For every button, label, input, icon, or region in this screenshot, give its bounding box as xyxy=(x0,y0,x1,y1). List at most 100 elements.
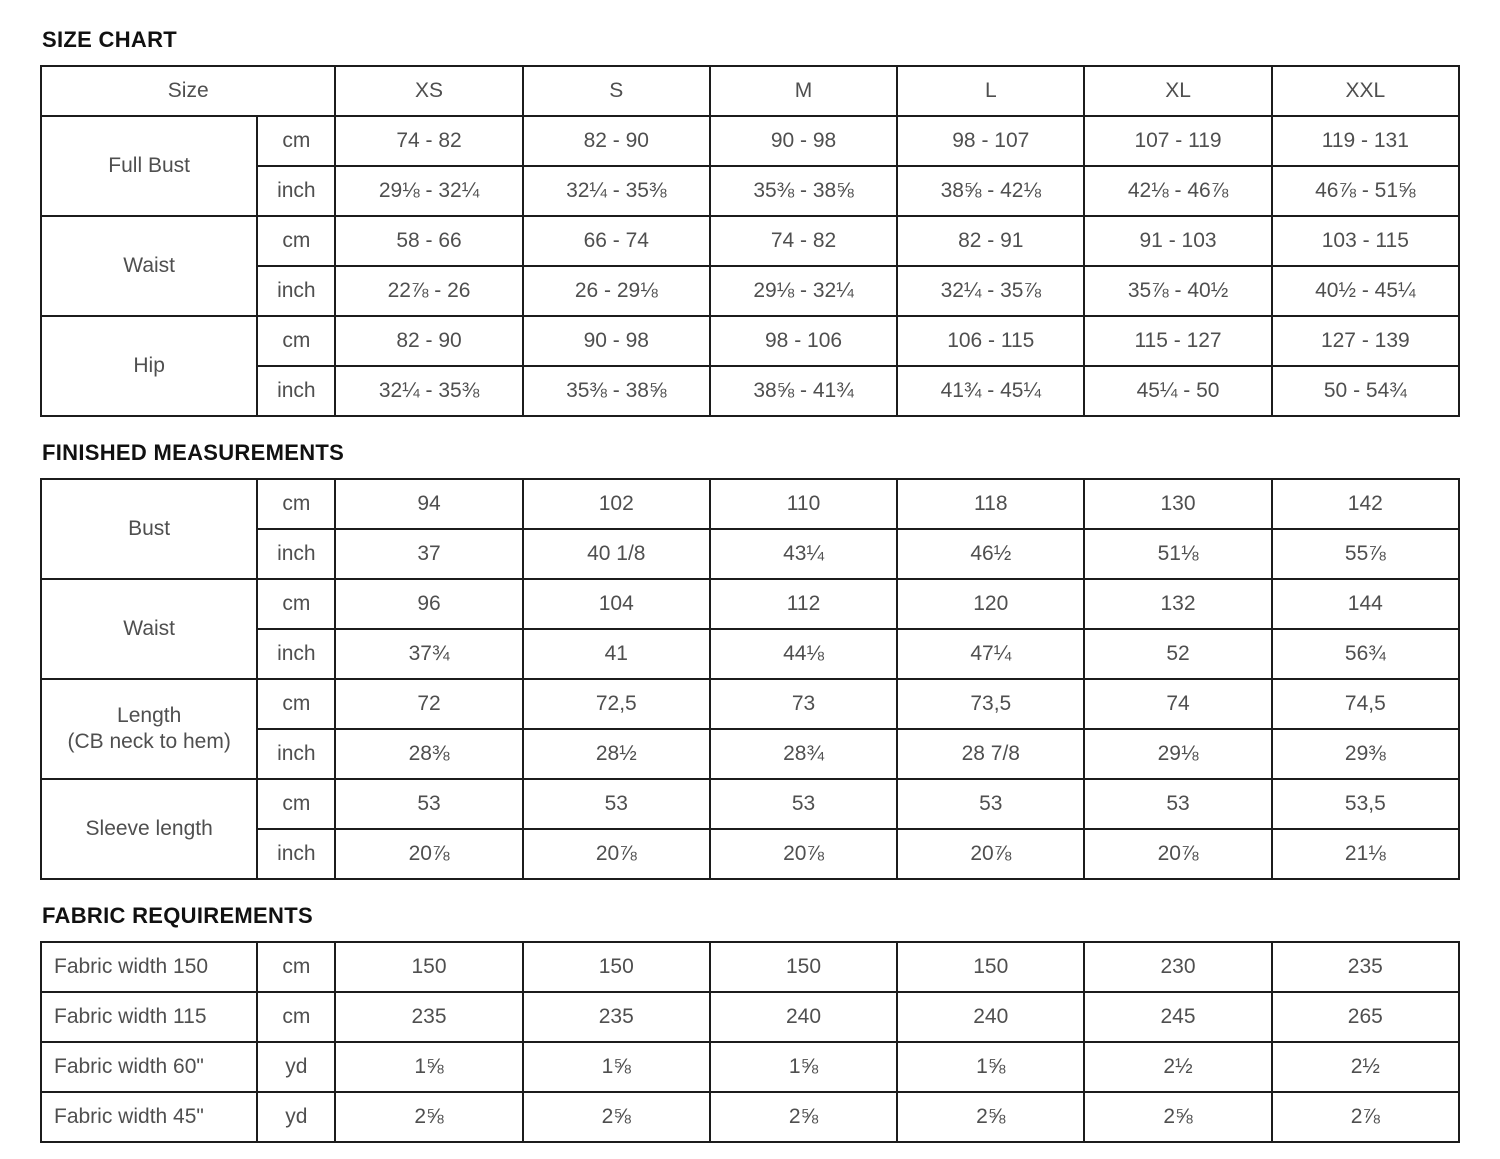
value-cell: 37 xyxy=(334,528,524,580)
value-cell: 74,5 xyxy=(1270,678,1461,730)
table-row: Fabric width 150 cm 150 150 150 150 230 235 xyxy=(39,941,1461,993)
value-cell: 66 - 74 xyxy=(521,215,711,267)
value-cell: 41 xyxy=(521,628,711,680)
value-cell: 107 - 119 xyxy=(1083,115,1273,167)
unit-label: inch xyxy=(256,265,337,317)
value-cell: 53 xyxy=(334,778,524,830)
value-cell: 150 xyxy=(334,941,524,993)
value-cell: 240 xyxy=(708,991,899,1043)
value-cell: 2⅝ xyxy=(708,1091,899,1143)
value-cell: 82 - 90 xyxy=(334,315,524,367)
value-cell: 235 xyxy=(521,991,711,1043)
table-row: Fabric width 115 cm 235 235 240 240 245 265 xyxy=(39,991,1461,1043)
value-cell: 42⅛ - 46⅞ xyxy=(1083,165,1273,217)
section-finished-measurements: FINISHED MEASUREMENTS Bust cm 94 102 110 118 1… xyxy=(39,440,1461,880)
value-cell: 265 xyxy=(1270,991,1461,1043)
value-cell: 55⅞ xyxy=(1270,528,1461,580)
table-row: Length (CB neck to hem) cm 72 72,5 73 73,5 74 74… xyxy=(39,678,1461,780)
value-cell: 115 - 127 xyxy=(1083,315,1273,367)
value-cell: 32¼ - 35⅞ xyxy=(896,265,1086,317)
measurement-label: Length (CB neck to hem) xyxy=(39,678,259,780)
value-cell: 90 - 98 xyxy=(708,115,899,167)
size-header-row: Size XS S M L XL XXL xyxy=(39,65,1461,117)
value-cell: 90 - 98 xyxy=(521,315,711,367)
measurement-label: Bust xyxy=(39,478,259,580)
unit-label: yd xyxy=(256,1091,337,1143)
table-row: inch 20⅞ 20⅞ 20⅞ 20⅞ 20⅞ 21⅛ xyxy=(41,828,1461,880)
section-fabric-requirements: FABRIC REQUIREMENTS Fabric width 150 cm 15… xyxy=(39,903,1461,1143)
unit-label: cm xyxy=(256,315,337,367)
value-cell: 106 - 115 xyxy=(896,315,1086,367)
unit-label: inch xyxy=(256,365,337,417)
value-cell: 2⅝ xyxy=(334,1091,524,1143)
unit-label: cm xyxy=(256,778,337,830)
value-cell: 28⅜ xyxy=(334,728,524,780)
measurement-label: Waist xyxy=(39,215,259,317)
unit-label: cm xyxy=(256,215,337,267)
value-cell: 41¾ - 45¼ xyxy=(896,365,1086,417)
value-cell: 50 - 54¾ xyxy=(1270,365,1461,417)
value-cell: 98 - 107 xyxy=(896,115,1086,167)
value-cell: 46½ xyxy=(896,528,1086,580)
measurement-label: Sleeve length xyxy=(39,778,259,880)
value-cell: 103 - 115 xyxy=(1270,215,1461,267)
value-cell: 53,5 xyxy=(1270,778,1461,830)
table-row: inch 29⅛ - 32¼ 32¼ - 35⅜ 35⅜ - 38⅝ 38⅝ - 42⅛… xyxy=(41,165,1461,217)
value-cell: 35⅞ - 40½ xyxy=(1083,265,1273,317)
table-row: Fabric width 45" yd 2⅝ 2⅝ 2⅝ 2⅝ 2⅝ 2⅞ xyxy=(39,1091,1461,1143)
unit-label: cm xyxy=(256,941,337,993)
value-cell: 37¾ xyxy=(334,628,524,680)
fabric-requirements-title: FABRIC REQUIREMENTS xyxy=(42,903,313,928)
value-cell: 119 - 131 xyxy=(1270,115,1461,167)
size-chart-table: Size XS S M L XL XXL Full Bust cm 74 - 82 82 - 90 9… xyxy=(39,65,1461,417)
fabric-requirements-table: Fabric width 150 cm 150 150 150 150 230 235 Fabr… xyxy=(39,941,1461,1143)
value-cell: 127 - 139 xyxy=(1270,315,1461,367)
table-row: inch 37¾ 41 44⅛ 47¼ 52 56¾ xyxy=(41,628,1461,680)
unit-label: cm xyxy=(256,578,337,630)
value-cell: 96 xyxy=(334,578,524,630)
value-cell: 21⅛ xyxy=(1270,828,1461,880)
value-cell: 235 xyxy=(334,991,524,1043)
value-cell: 40½ - 45¼ xyxy=(1270,265,1461,317)
size-col-header-s: S xyxy=(521,65,711,117)
value-cell: 35⅜ - 38⅝ xyxy=(521,365,711,417)
table-row: Full Bust cm 74 - 82 82 - 90 90 - 98 98 - 107… xyxy=(39,115,1461,217)
unit-label: cm xyxy=(256,991,337,1043)
value-cell: 120 xyxy=(896,578,1086,630)
size-col-header-xxl: XXL xyxy=(1270,65,1461,117)
value-cell: 112 xyxy=(708,578,899,630)
table-row: inch 32¼ - 35⅜ 35⅜ - 38⅝ 38⅝ - 41¾ 41¾ - 45¼… xyxy=(41,365,1461,417)
value-cell: 2⅝ xyxy=(521,1091,711,1143)
value-cell: 150 xyxy=(708,941,899,993)
value-cell: 22⅞ - 26 xyxy=(334,265,524,317)
value-cell: 1⅝ xyxy=(708,1041,899,1093)
measurement-label: Hip xyxy=(39,315,259,417)
value-cell: 53 xyxy=(708,778,899,830)
table-row: Sleeve length cm 53 53 53 53 53 53,5 xyxy=(39,778,1461,880)
table-row: inch 37 40 1/8 43¼ 46½ 51⅛ 55⅞ xyxy=(41,528,1461,580)
unit-label: inch xyxy=(256,528,337,580)
value-cell: 1⅝ xyxy=(521,1041,711,1093)
value-cell: 2⅝ xyxy=(896,1091,1086,1143)
section-size-chart: SIZE CHART Size XS S M L XL XXL Full Bust cm 74 -… xyxy=(39,27,1461,417)
value-cell: 1⅝ xyxy=(896,1041,1086,1093)
table-row: inch 28⅜ 28½ 28¾ 28 7/8 29⅛ 29⅜ xyxy=(41,728,1461,780)
size-col-header-l: L xyxy=(896,65,1086,117)
value-cell: 142 xyxy=(1270,478,1461,530)
table-row: Bust cm 94 102 110 118 130 142 xyxy=(39,478,1461,580)
value-cell: 40 1/8 xyxy=(521,528,711,580)
unit-label: inch xyxy=(256,628,337,680)
unit-label: cm xyxy=(256,678,337,730)
value-cell: 58 - 66 xyxy=(334,215,524,267)
unit-label: inch xyxy=(256,828,337,880)
value-cell: 110 xyxy=(708,478,899,530)
value-cell: 52 xyxy=(1083,628,1273,680)
value-cell: 20⅞ xyxy=(521,828,711,880)
measurement-label: Waist xyxy=(39,578,259,680)
value-cell: 43¼ xyxy=(708,528,899,580)
table-row: inch 22⅞ - 26 26 - 29⅛ 29⅛ - 32¼ 32¼ - 35⅞ 35… xyxy=(41,265,1461,317)
value-cell: 35⅜ - 38⅝ xyxy=(708,165,899,217)
value-cell: 56¾ xyxy=(1270,628,1461,680)
value-cell: 26 - 29⅛ xyxy=(521,265,711,317)
value-cell: 94 xyxy=(334,478,524,530)
